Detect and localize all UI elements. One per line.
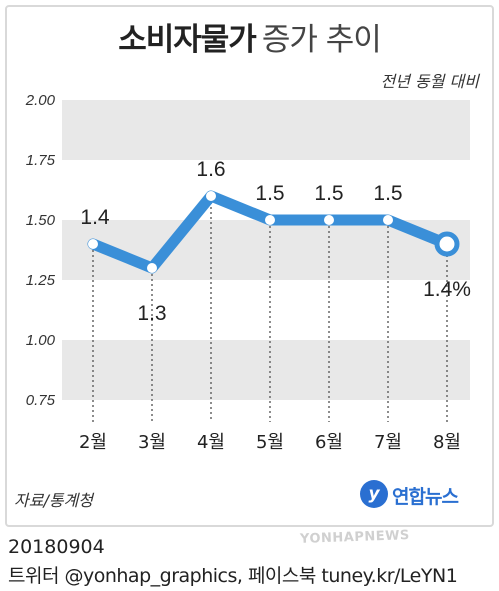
data-label: 1.6 (196, 158, 225, 181)
x-tick-label: 7월 (374, 432, 402, 453)
data-point (324, 215, 334, 225)
data-point (206, 191, 216, 201)
x-tick-label: 5월 (256, 432, 284, 453)
data-point (265, 215, 275, 225)
data-point (147, 263, 157, 273)
y-tick-label: 1.25 (26, 272, 56, 289)
data-label: 1.3 (137, 302, 166, 325)
logo-mark-icon: y (360, 480, 388, 508)
data-point (383, 215, 393, 225)
y-tick-label: 1.50 (26, 212, 56, 229)
source-label: 자료/통계청 (14, 491, 93, 510)
data-label: 1.5 (373, 182, 402, 205)
x-tick-label: 4월 (197, 432, 225, 453)
y-tick-label: 1.75 (26, 152, 56, 169)
data-label: 1.5 (255, 182, 284, 205)
footer-social: 트위터 @yonhap_graphics, 페이스북 tuney.kr/LeYN… (8, 565, 458, 587)
x-tick-label: 8월 (433, 432, 461, 453)
x-tick-label: 6월 (315, 432, 343, 453)
chart-title: 소비자물가 증가 추이 (0, 14, 499, 59)
y-tick-label: 1.00 (26, 332, 56, 349)
data-point-last (434, 231, 460, 257)
x-tick-label: 2월 (79, 432, 107, 453)
data-label: 1.4 (80, 206, 110, 229)
title-bold: 소비자물가 (118, 22, 257, 58)
y-tick-label: 0.75 (26, 392, 56, 409)
data-label: 1.4% (423, 278, 471, 301)
chart-subtitle: 전년 동월 대비 (380, 72, 480, 91)
y-tick-label: 2.00 (25, 92, 56, 109)
title-light: 증가 추이 (261, 22, 382, 58)
data-label: 1.5 (314, 182, 343, 205)
grid-band (62, 100, 470, 160)
footer-date: 20180904 (8, 536, 105, 558)
grid-band (62, 340, 470, 400)
data-point (88, 239, 98, 249)
x-tick-label: 3월 (138, 432, 166, 453)
logo-text: 연합뉴스 (392, 486, 459, 508)
